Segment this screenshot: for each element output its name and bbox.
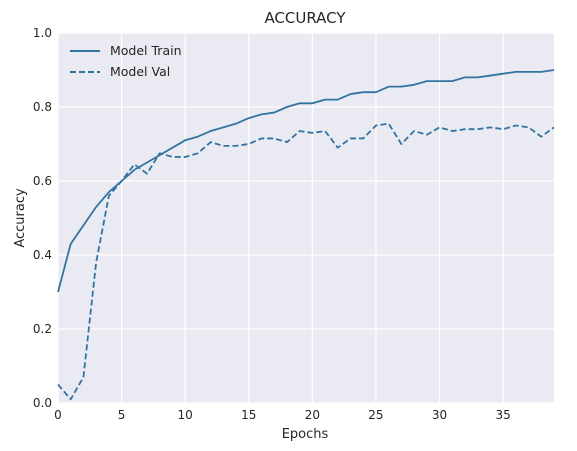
- x-tick-label: 10: [178, 408, 193, 422]
- x-tick-label: 30: [432, 408, 447, 422]
- y-tick-labels: 0.0 0.2 0.4 0.6 0.8 1.0: [33, 26, 52, 410]
- series-line-model-train: [57, 69, 555, 293]
- x-axis-label: Epochs: [282, 427, 329, 442]
- grid: [57, 32, 554, 404]
- y-tick-label: 1.0: [33, 26, 52, 40]
- legend-label-train: Model Train: [110, 43, 182, 58]
- y-axis-label: Accuracy: [13, 188, 28, 248]
- y-tick-label: 0.4: [33, 248, 52, 262]
- x-tick-label: 5: [118, 408, 126, 422]
- x-tick-label: 20: [305, 408, 320, 422]
- y-tick-label: 0.6: [33, 174, 52, 188]
- y-tick-label: 0.2: [33, 322, 52, 336]
- y-tick-label: 0.8: [33, 100, 52, 114]
- series-lines: [57, 69, 555, 401]
- legend: Model Train Model Val: [70, 43, 182, 79]
- y-tick-label: 0.0: [33, 396, 52, 410]
- chart-title: ACCURACY: [264, 9, 346, 27]
- x-tick-label: 15: [241, 408, 256, 422]
- x-tick-label: 25: [368, 408, 383, 422]
- plot-background: [58, 33, 554, 403]
- x-tick-label: 35: [495, 408, 510, 422]
- x-tick-labels: 0 5 10 15 20 25 30 35: [54, 408, 511, 422]
- series-line-model-val: [57, 122, 555, 401]
- legend-label-val: Model Val: [110, 64, 170, 79]
- x-tick-label: 0: [54, 408, 62, 422]
